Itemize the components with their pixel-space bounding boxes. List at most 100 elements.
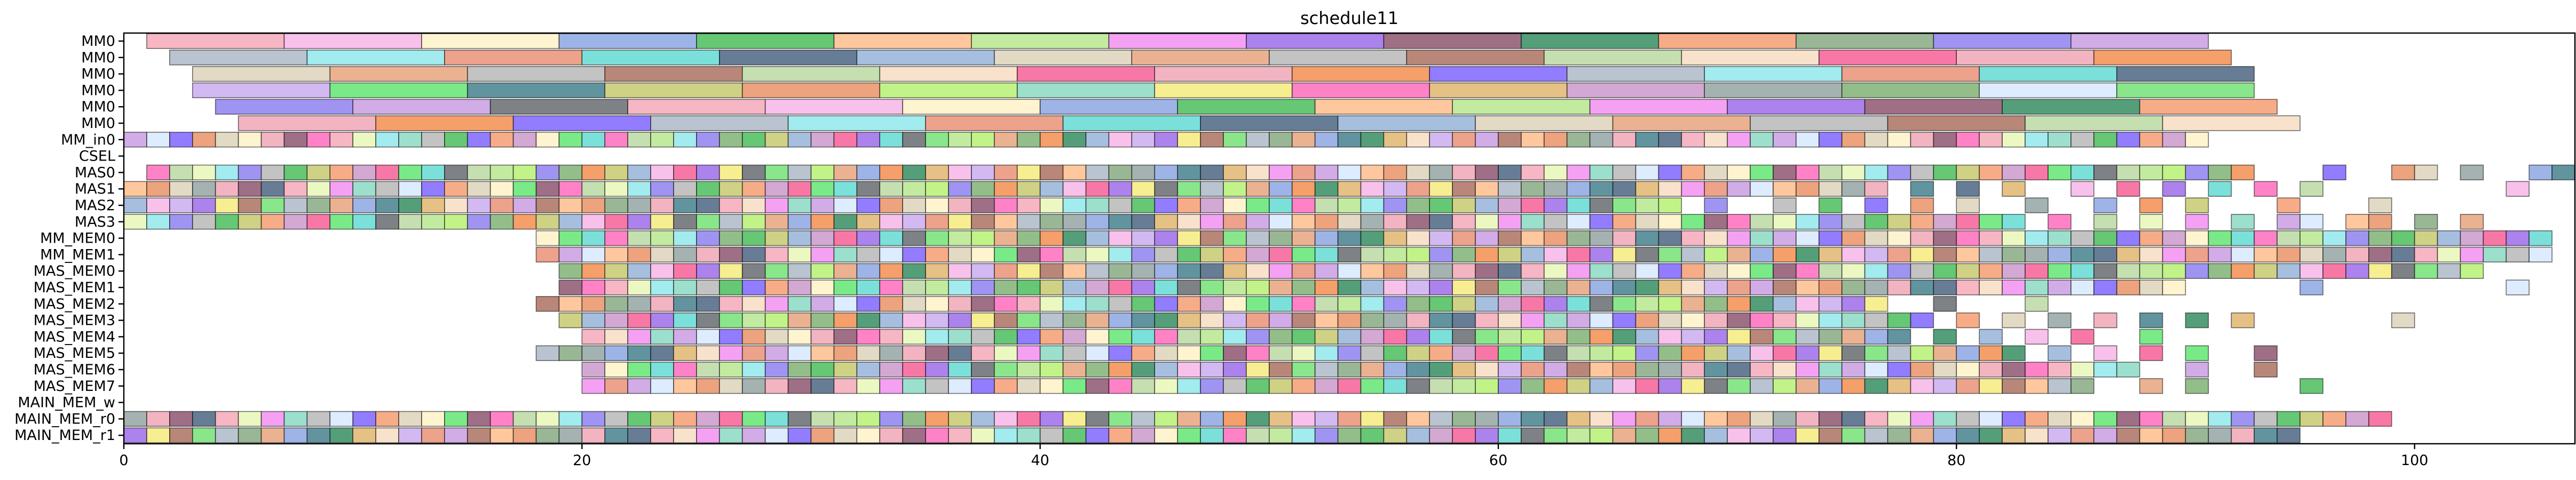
task-bar	[1383, 362, 1408, 378]
row-label-csel: CSEL	[79, 148, 115, 165]
task-bar	[1085, 362, 1110, 378]
task-bar	[352, 214, 376, 230]
task-bar	[2231, 246, 2255, 263]
task-bar	[1108, 181, 1133, 197]
task-bar	[581, 263, 606, 279]
task-bar	[558, 427, 583, 443]
task-bar	[1383, 181, 1408, 197]
task-bar	[581, 230, 606, 246]
task-bar	[1200, 197, 1224, 213]
task-bar	[2322, 246, 2346, 263]
task-bar	[1039, 181, 1064, 197]
task-bar	[879, 132, 903, 148]
task-bar	[1337, 214, 1362, 230]
task-bar	[2139, 230, 2163, 246]
task-bar	[375, 132, 399, 148]
task-bar	[1039, 132, 1064, 148]
task-bar	[329, 66, 468, 82]
task-bar	[948, 378, 972, 394]
task-bar	[1383, 378, 1408, 394]
task-bar	[1589, 230, 1614, 246]
task-bar	[925, 279, 949, 295]
task-bar	[1773, 296, 1797, 312]
task-bar	[1979, 263, 2003, 279]
task-bar	[994, 132, 1018, 148]
task-bar	[1268, 427, 1293, 443]
task-bar	[192, 214, 216, 230]
task-bar	[2093, 246, 2117, 263]
task-bar	[1337, 427, 1362, 443]
task-bar	[1543, 181, 1568, 197]
task-bar	[1910, 378, 1934, 394]
task-bar	[2093, 214, 2117, 230]
task-bar	[1796, 263, 1820, 279]
task-bar	[1268, 279, 1293, 295]
task-bar	[1016, 329, 1041, 345]
task-bar	[2071, 329, 2095, 345]
task-bar	[1223, 132, 1247, 148]
task-bar	[627, 181, 651, 197]
task-bar	[1337, 230, 1362, 246]
task-bar	[719, 132, 743, 148]
task-bar	[1612, 312, 1637, 329]
row-label-mas-mem2: MAS_MEM2	[34, 296, 115, 313]
task-bar	[1452, 181, 1476, 197]
task-bar	[2139, 263, 2163, 279]
task-bar	[1864, 411, 1888, 427]
task-bar	[833, 362, 858, 378]
task-bar	[627, 230, 651, 246]
task-bar	[1681, 345, 1705, 361]
task-bar	[2139, 312, 2163, 329]
task-bar	[604, 329, 628, 345]
task-bar	[352, 427, 376, 443]
task-bar	[2002, 263, 2026, 279]
task-bar	[719, 181, 743, 197]
task-bar	[902, 230, 926, 246]
task-bar	[764, 230, 789, 246]
task-bar	[1635, 279, 1660, 295]
task-bar	[1681, 263, 1705, 279]
task-bar	[2162, 115, 2301, 131]
task-bar	[535, 197, 560, 213]
task-bar	[719, 50, 858, 66]
task-bar	[2345, 214, 2369, 230]
task-bar	[719, 329, 743, 345]
task-bar	[650, 181, 674, 197]
task-bar	[2528, 230, 2553, 246]
task-bar	[2368, 197, 2392, 213]
task-bar	[2414, 230, 2438, 246]
task-bar	[604, 296, 628, 312]
task-bar	[1452, 197, 1476, 213]
task-bar	[856, 50, 995, 66]
task-bar	[1131, 296, 1156, 312]
task-bar	[1406, 246, 1431, 263]
task-bar	[1704, 427, 1728, 443]
task-bar	[833, 181, 858, 197]
task-bar	[2185, 411, 2209, 427]
task-bar	[1543, 378, 1568, 394]
task-bar	[1887, 329, 1911, 345]
task-bar	[1406, 362, 1431, 378]
task-bar	[1131, 50, 1270, 66]
task-bar	[787, 296, 812, 312]
task-bar	[421, 214, 445, 230]
task-bar	[558, 296, 583, 312]
task-bar	[604, 246, 628, 263]
task-bar	[741, 230, 766, 246]
task-bar	[1841, 164, 1866, 181]
task-bar	[535, 427, 560, 443]
task-bar	[1429, 296, 1453, 312]
task-bar	[1979, 329, 2003, 345]
task-bar	[1498, 132, 1522, 148]
task-bar	[1291, 378, 1316, 394]
task-bar	[925, 197, 949, 213]
task-bar	[764, 378, 789, 394]
task-bar	[673, 345, 697, 361]
task-bar	[650, 279, 674, 295]
task-bar	[2116, 411, 2140, 427]
task-bar	[902, 362, 926, 378]
task-bar	[1337, 296, 1362, 312]
task-bar	[1383, 296, 1408, 312]
task-bar	[1521, 411, 1545, 427]
task-bar	[2048, 132, 2072, 148]
